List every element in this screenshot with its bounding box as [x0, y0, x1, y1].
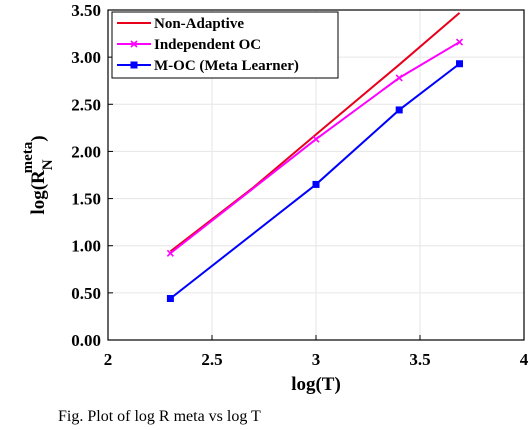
data-point-marker [312, 135, 320, 143]
legend-label-m-oc: M-OC (Meta Learner) [154, 58, 299, 74]
figure-caption: Fig. Plot of log R meta vs log T [58, 408, 261, 425]
y-tick-label: 1.50 [71, 190, 101, 209]
data-point-marker [455, 38, 464, 46]
series-line-independent-oc [169, 41, 461, 255]
legend: Non-Adaptive Independent OC M-OC (Meta L… [111, 11, 339, 79]
legend-marker [130, 61, 138, 69]
x-tick-label: 3.5 [409, 350, 430, 369]
y-axis-label-prefix: log(R [28, 170, 49, 215]
y-axis-label-suffix: ) [28, 135, 49, 141]
line-chart: 2 2.5 3 3.5 4 0.00 0.50 1.00 1.50 2.00 2.50 3.00 3.5… [20, 1, 529, 395]
x-tick-label: 2 [104, 350, 113, 369]
svg-text:log(RNmeta): log(RNmeta) [20, 135, 56, 214]
legend-label-non-adaptive: Non-Adaptive [154, 16, 244, 32]
data-point-marker [312, 180, 320, 188]
x-tick-label: 4 [520, 350, 529, 369]
y-tick-label: 3.00 [71, 48, 101, 67]
axis-ticks: 2 2.5 3 3.5 4 0.00 0.50 1.00 1.50 2.00 2.50 3.00 3.5… [71, 1, 529, 369]
y-tick-label: 2.50 [71, 95, 101, 114]
x-tick-label: 3 [312, 350, 321, 369]
y-tick-label: 3.50 [71, 1, 101, 20]
data-point-marker [166, 249, 174, 257]
legend-marker [130, 40, 138, 48]
y-axis-label-sub: N [40, 159, 56, 170]
data-point-marker [395, 74, 403, 82]
series-lines [166, 12, 464, 303]
data-point-marker [395, 106, 403, 114]
data-point-marker [456, 60, 464, 68]
legend-label-independent-oc: Independent OC [154, 37, 261, 53]
y-axis-label: log(RNmeta) [20, 135, 56, 214]
data-point-marker [166, 295, 174, 303]
y-tick-label: 0.50 [71, 284, 101, 303]
series-line-m-oc [169, 62, 461, 300]
y-tick-label: 2.00 [71, 142, 101, 161]
y-tick-label: 0.00 [71, 331, 101, 350]
legend-marker-independent-oc [130, 40, 138, 48]
x-axis-label: log(T) [291, 374, 341, 395]
x-tick-label: 2.5 [201, 350, 222, 369]
y-axis-label-sup: meta [20, 141, 36, 173]
y-tick-label: 1.00 [71, 237, 101, 256]
legend-marker-m-oc [130, 61, 138, 69]
